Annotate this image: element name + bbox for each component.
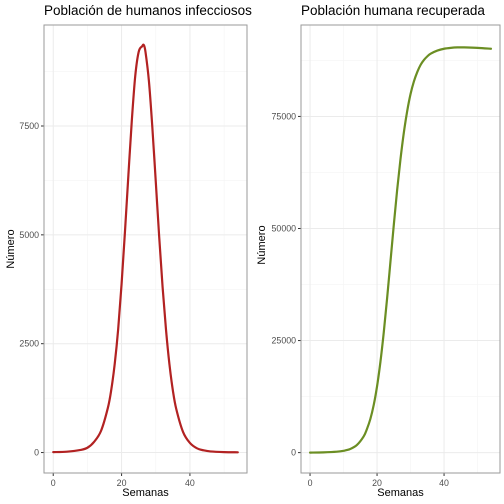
series: [52, 43, 239, 454]
x-axis-label: Semanas: [377, 487, 424, 499]
axis-ticks: 0 20 40 0 2500 5000 7500: [19, 121, 194, 488]
x-tick-label: 20: [372, 478, 382, 488]
y-tick-label: 2500: [19, 339, 39, 349]
y-tick-label: 75000: [272, 111, 297, 121]
x-tick-label: 20: [117, 478, 127, 488]
y-tick-label: 25000: [272, 336, 297, 346]
series: [308, 46, 493, 454]
y-tick-label: 0: [34, 448, 39, 458]
series-line: [308, 46, 493, 454]
y-tick-label: 0: [291, 448, 296, 458]
grid: [44, 25, 247, 473]
x-tick-label: 40: [439, 478, 449, 488]
panel-border: [43, 24, 248, 474]
y-tick-label: 7500: [19, 121, 39, 131]
y-axis-label: Número: [256, 225, 268, 264]
panel-border: [300, 24, 501, 474]
x-axis-label: Semanas: [122, 487, 169, 499]
y-tick-label: 50000: [272, 223, 297, 233]
x-tick-label: 0: [308, 478, 313, 488]
x-tick-label: 0: [51, 478, 56, 488]
recovered-population-chart: Población humana recuperada 0 20 40 0 25000 5…: [256, 3, 501, 499]
y-axis-label: Número: [5, 229, 17, 268]
x-tick-label: 40: [185, 478, 195, 488]
series-line: [52, 43, 239, 454]
grid: [301, 25, 500, 473]
chart-title: Población humana recuperada: [301, 3, 485, 18]
chart-title: Población de humanos infecciosos: [44, 3, 252, 18]
infectious-population-chart: Población de humanos infecciosos 0 20 40 0 2…: [5, 3, 252, 499]
y-tick-label: 5000: [19, 230, 39, 240]
axis-ticks: 0 20 40 0 25000 50000 75000: [272, 111, 450, 488]
